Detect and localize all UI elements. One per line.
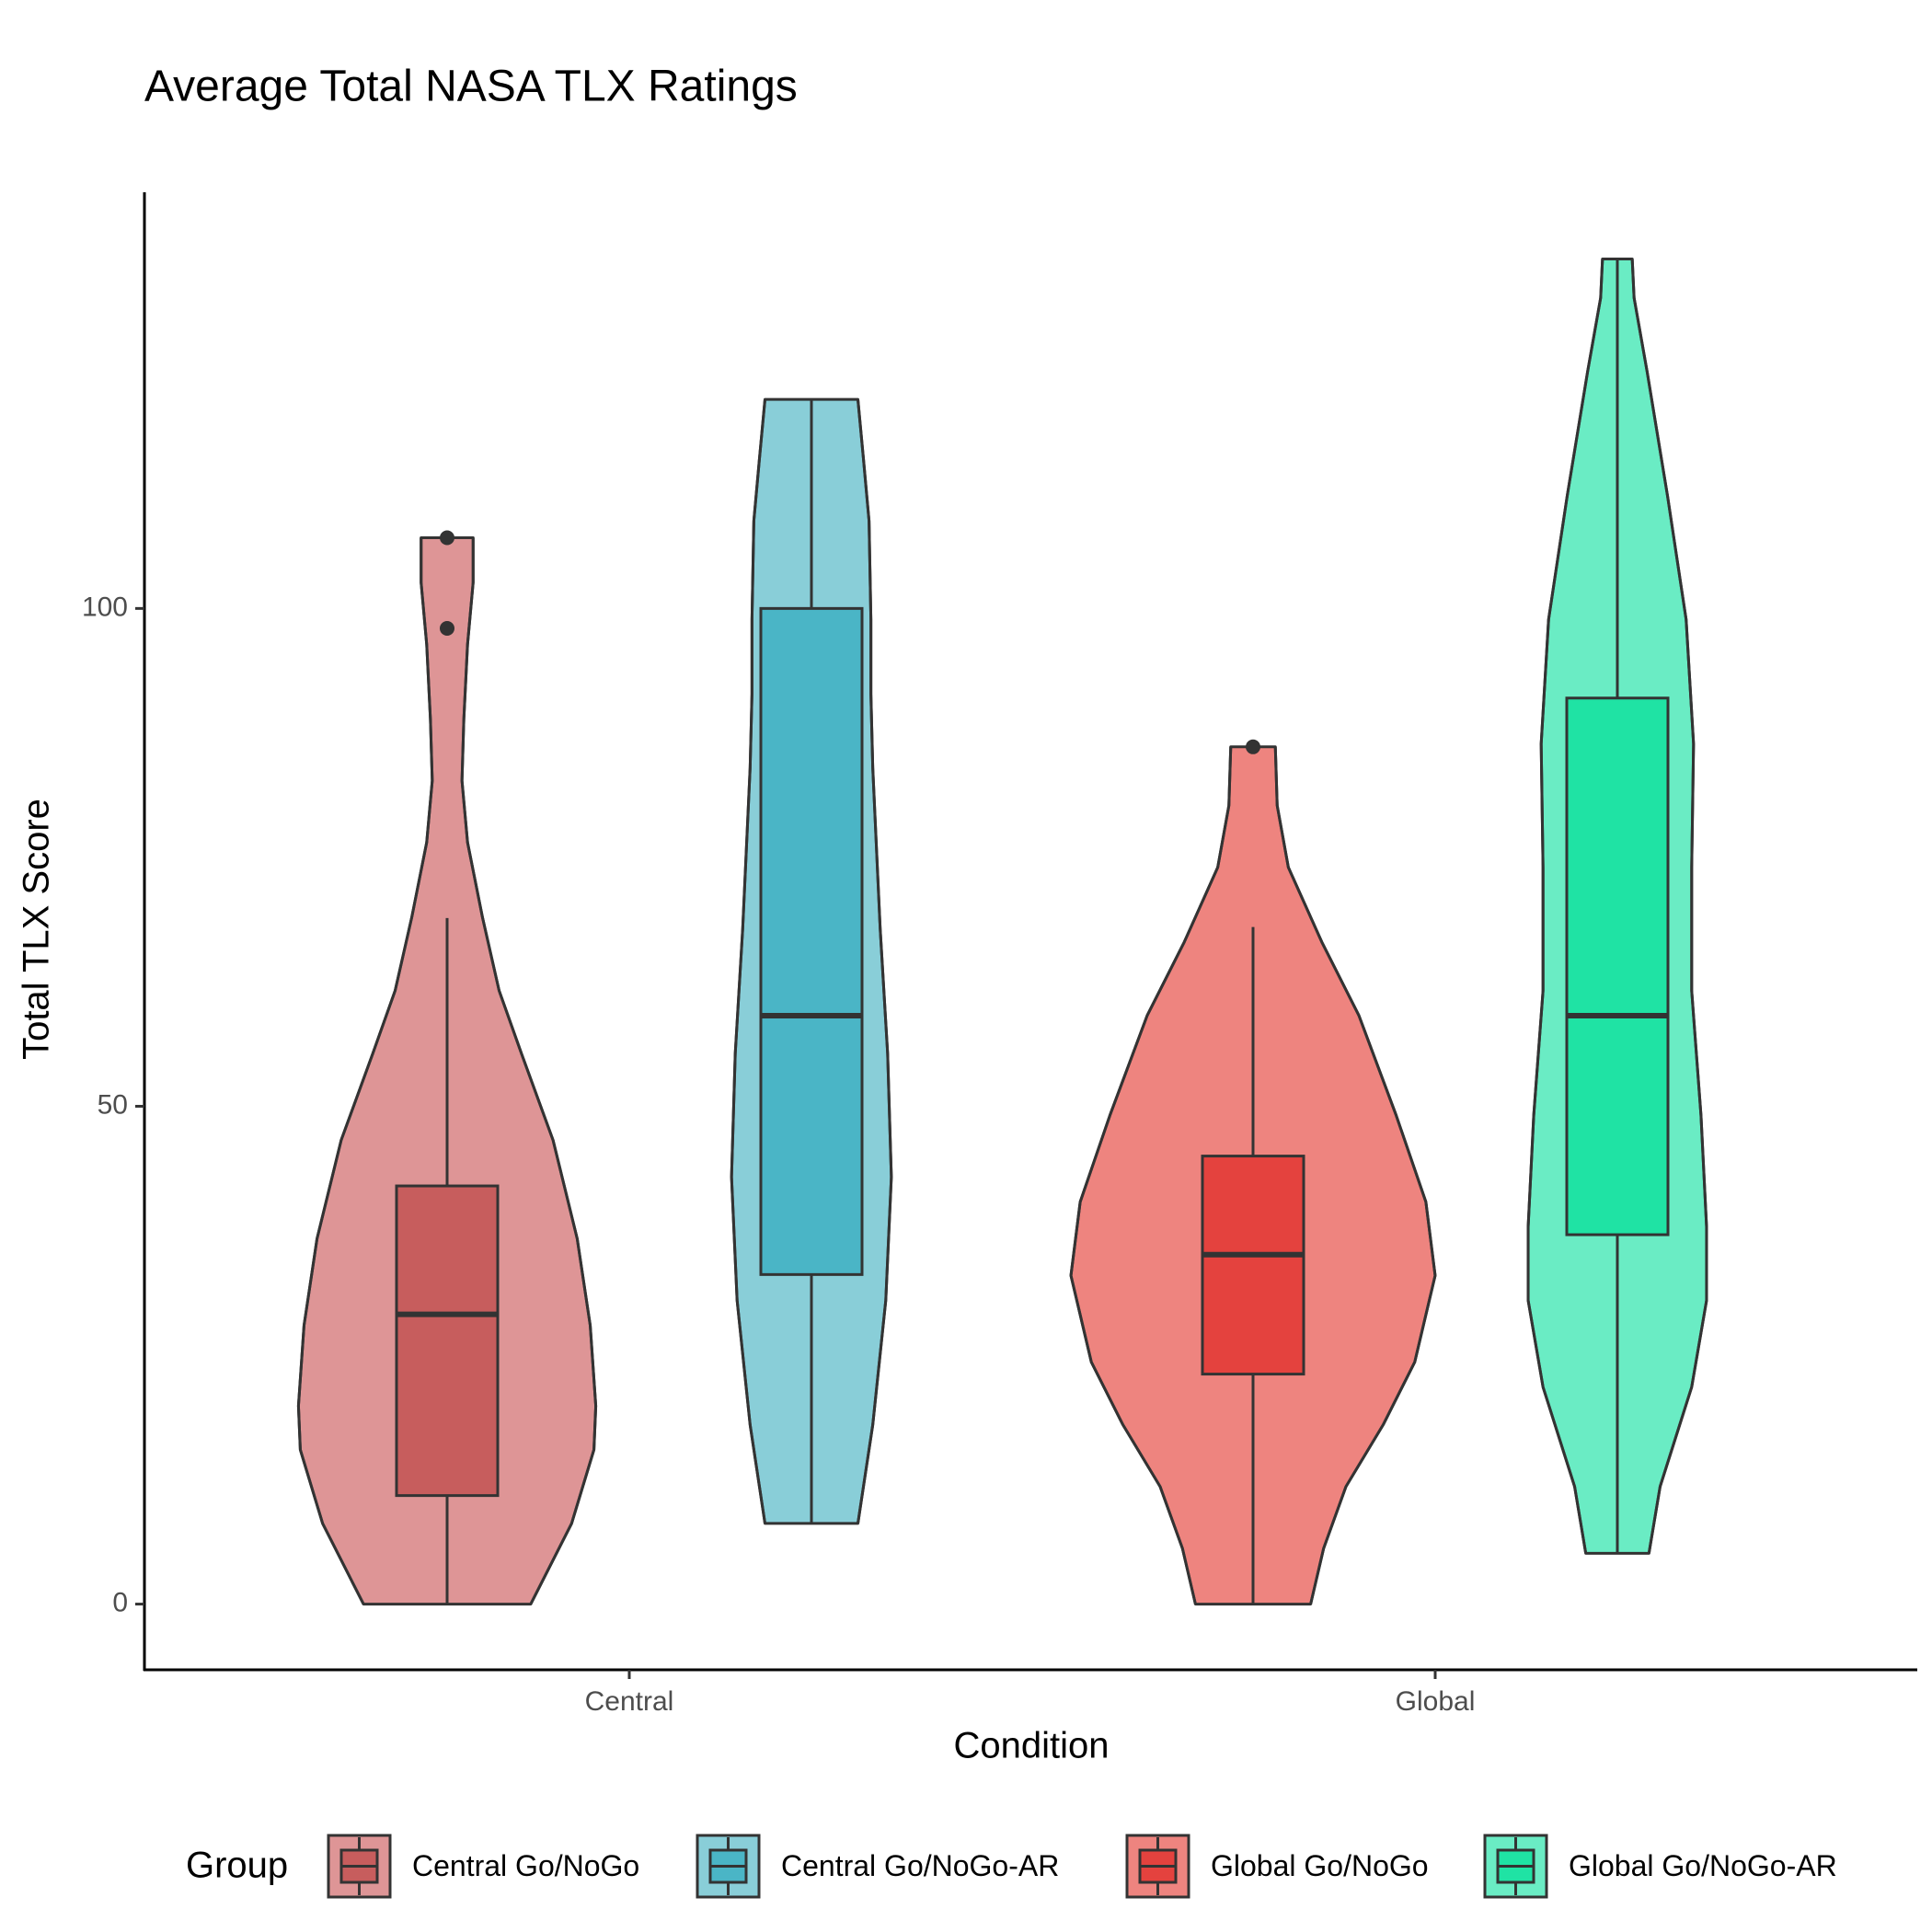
legend-label: Central Go/NoGo — [412, 1849, 639, 1882]
legend-label: Central Go/NoGo-AR — [781, 1849, 1059, 1882]
outlier — [440, 621, 454, 637]
violin-right-edge — [857, 398, 893, 1524]
y-tick-label: 0 — [112, 1587, 128, 1617]
legend-label: Global Go/NoGo-AR — [1569, 1849, 1837, 1882]
y-tick-label: 50 — [98, 1089, 128, 1120]
violin-left-edge — [1069, 746, 1233, 1604]
violin-right-edge — [1273, 746, 1437, 1604]
y-axis-label: Total TLX Score — [17, 799, 57, 1060]
box — [395, 1184, 500, 1498]
box — [1565, 696, 1670, 1236]
violin-left-edge — [296, 537, 434, 1605]
x-tick-label: Global — [1396, 1686, 1476, 1717]
x-axis-label: Condition — [953, 1726, 1109, 1766]
legend-label: Global Go/NoGo — [1211, 1849, 1429, 1882]
violin-left-edge — [730, 398, 766, 1524]
violin-left-edge — [1526, 259, 1604, 1554]
box — [759, 606, 864, 1276]
y-tick-label: 100 — [82, 592, 128, 622]
outlier — [1246, 739, 1260, 754]
chart-title: Average Total NASA TLX Ratings — [144, 63, 798, 111]
outlier — [440, 530, 454, 546]
violin-right-edge — [1630, 259, 1708, 1554]
box — [1201, 1155, 1305, 1376]
legend-title: Group — [186, 1846, 288, 1886]
x-tick-label: Central — [585, 1686, 674, 1717]
violin-right-edge — [460, 537, 598, 1605]
